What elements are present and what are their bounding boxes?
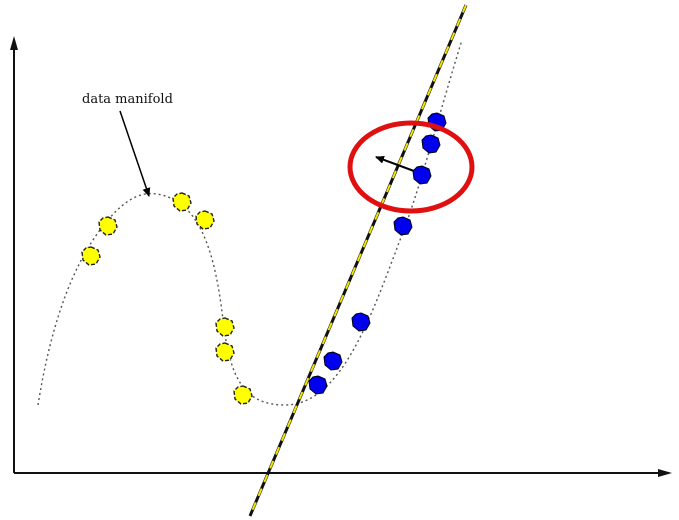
blue-point (308, 375, 328, 395)
decision-boundary-dashes (249, 4, 467, 517)
yellow-point (233, 385, 253, 405)
yellow-point (215, 342, 235, 362)
blue-point (412, 165, 432, 185)
x-axis-arrowhead-icon (658, 469, 672, 477)
yellow-point (172, 192, 192, 212)
annotation-label: data manifold (82, 92, 173, 107)
yellow-point (195, 210, 215, 230)
blue-point (323, 351, 343, 371)
blue-point (393, 216, 413, 236)
yellow-point (81, 246, 101, 266)
highlight-circle (347, 120, 475, 214)
yellow-points (81, 192, 253, 405)
y-axis-arrowhead-icon (10, 36, 18, 50)
yellow-point (98, 216, 118, 236)
annotation-arrow (119, 110, 151, 197)
blue-points (308, 112, 447, 395)
blue-point (351, 312, 371, 332)
perturbation-arrow (375, 156, 415, 172)
blue-point (421, 134, 441, 154)
yellow-point (215, 317, 235, 337)
